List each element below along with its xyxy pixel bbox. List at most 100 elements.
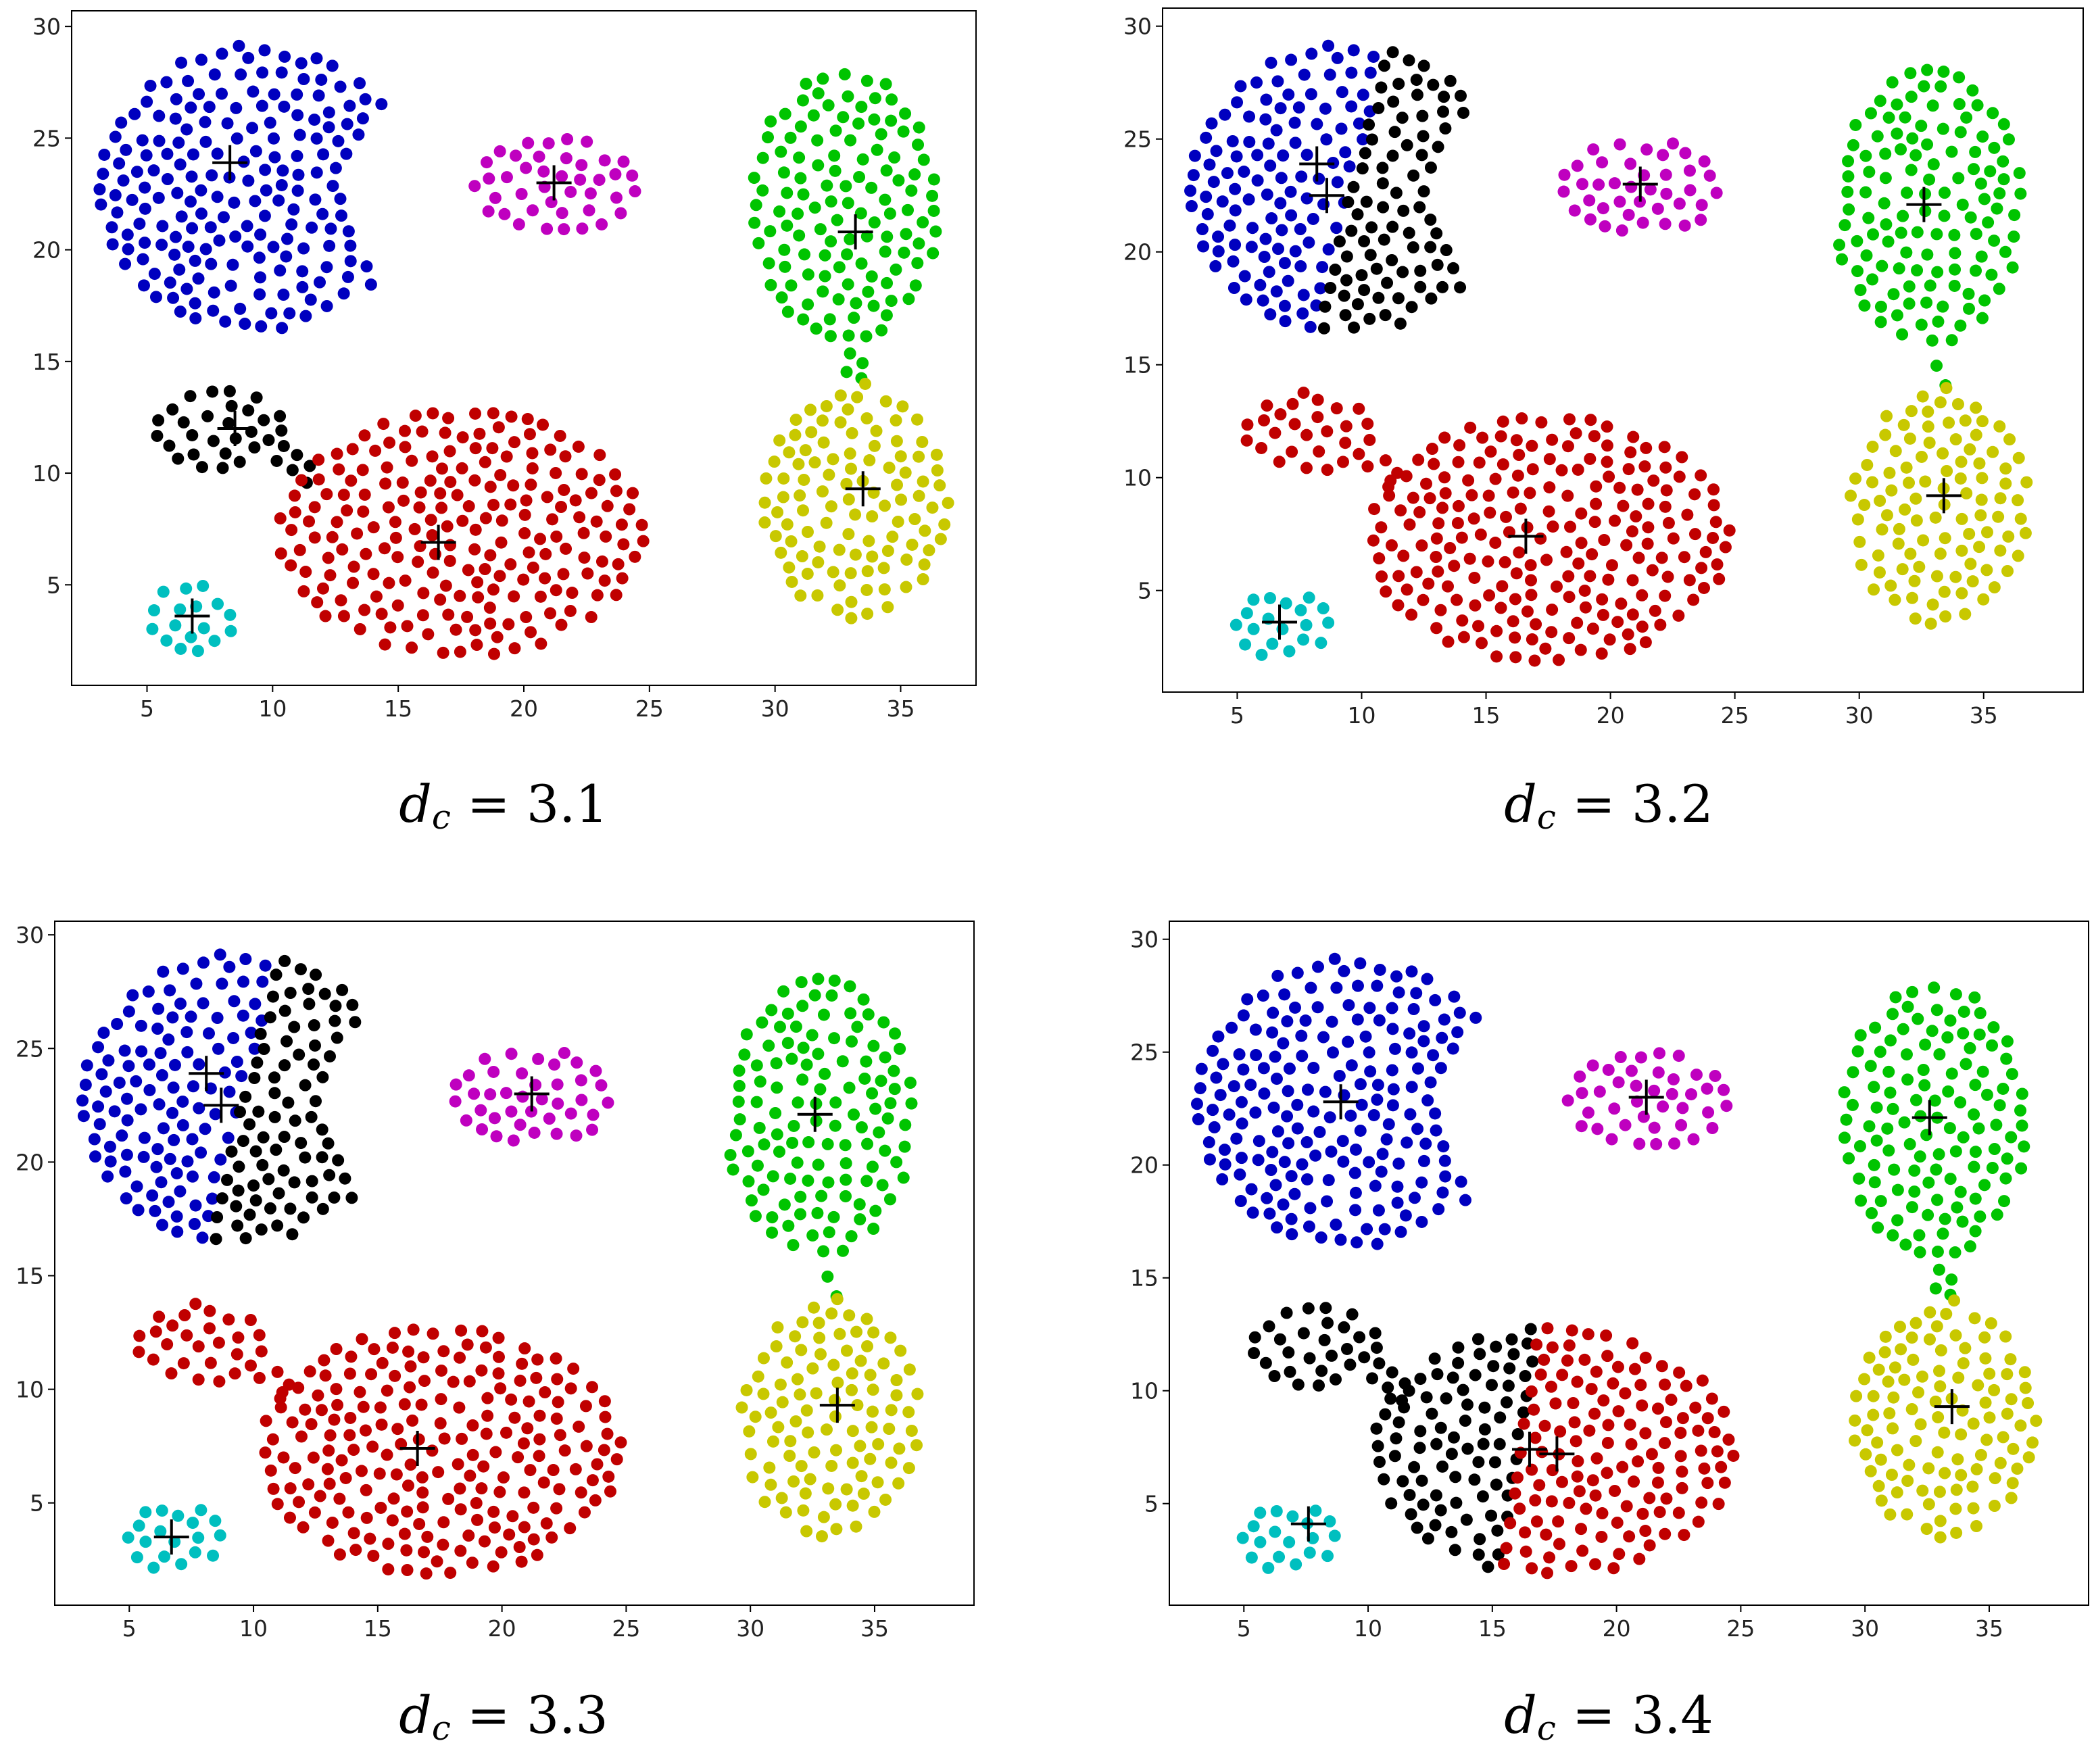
data-point: [468, 474, 481, 487]
data-point: [189, 1298, 202, 1310]
data-point: [234, 302, 247, 315]
data-point: [1504, 1517, 1517, 1529]
data-point: [868, 1505, 881, 1518]
data-point: [116, 1129, 128, 1142]
data-point: [724, 1148, 737, 1161]
data-point: [1507, 615, 1519, 628]
data-point: [1561, 1094, 1574, 1107]
data-point: [1954, 1185, 1967, 1198]
data-point: [345, 1350, 358, 1363]
data-point: [573, 1420, 585, 1433]
data-point: [942, 497, 954, 510]
data-point: [1340, 1342, 1353, 1355]
data-point: [766, 1435, 779, 1448]
data-point: [1659, 461, 1672, 474]
data-point: [1953, 71, 1966, 84]
data-point: [820, 1423, 833, 1436]
data-point: [589, 1064, 602, 1077]
data-point: [493, 145, 506, 157]
data-point: [1949, 570, 1962, 583]
data-point: [1601, 456, 1613, 468]
data-point: [926, 501, 939, 514]
data-point: [174, 158, 187, 171]
data-point: [187, 1080, 199, 1093]
data-point: [276, 1386, 289, 1399]
data-point: [864, 1452, 877, 1465]
data-point: [156, 1219, 169, 1231]
data-point: [217, 211, 230, 224]
data-point: [494, 468, 507, 481]
data-point: [1338, 289, 1350, 302]
data-point: [1446, 1371, 1459, 1384]
data-point: [875, 324, 888, 337]
data-point: [1963, 527, 1976, 540]
data-point: [1413, 201, 1426, 214]
data-point: [1417, 593, 1430, 606]
data-point: [283, 307, 296, 320]
data-point: [316, 1151, 328, 1164]
data-point: [1307, 1105, 1320, 1118]
data-point: [1346, 1308, 1359, 1321]
data-point: [1959, 608, 1972, 620]
data-point: [1382, 1381, 1394, 1394]
data-point: [1513, 546, 1526, 559]
data-point: [293, 1048, 306, 1061]
data-point: [1626, 1337, 1639, 1350]
data-point: [806, 1029, 819, 1042]
data-point: [1949, 433, 1962, 446]
data-point: [866, 1405, 879, 1418]
data-point: [208, 1171, 220, 1183]
data-point: [401, 620, 414, 633]
data-point: [1624, 446, 1637, 459]
data-point: [1405, 1508, 1417, 1521]
data-point: [89, 1150, 101, 1163]
data-point: [1519, 1545, 1532, 1558]
data-point: [1521, 1337, 1534, 1350]
data-point: [1452, 499, 1465, 512]
data-point: [1611, 616, 1624, 629]
data-point: [808, 201, 821, 214]
data-point: [308, 1019, 320, 1031]
data-point: [443, 554, 456, 567]
data-point: [466, 1448, 479, 1461]
data-point: [1408, 1461, 1421, 1473]
data-point: [1425, 292, 1438, 305]
data-point: [1392, 986, 1405, 999]
data-point: [589, 1494, 602, 1506]
data-point: [192, 1340, 205, 1353]
data-point: [389, 1369, 401, 1382]
data-point: [232, 1331, 245, 1344]
data-point: [1909, 1094, 1922, 1106]
data-point: [1642, 521, 1655, 534]
data-point: [120, 1148, 133, 1161]
data-point: [154, 1047, 167, 1060]
data-point: [831, 604, 844, 616]
data-point: [1283, 645, 1296, 658]
data-point: [1457, 1383, 1469, 1396]
data-point: [564, 1107, 577, 1120]
y-tick-label: 30: [32, 14, 61, 40]
data-point: [230, 1056, 243, 1069]
data-point: [1933, 1365, 1946, 1377]
data-point: [1267, 1101, 1280, 1114]
data-point: [756, 1016, 769, 1029]
data-point: [1282, 1137, 1295, 1150]
data-point: [1305, 88, 1317, 101]
data-point: [470, 1496, 483, 1509]
data-point: [1282, 1346, 1295, 1359]
data-point: [1871, 130, 1884, 143]
data-point: [1526, 439, 1538, 452]
data-point: [1351, 979, 1364, 992]
data-point: [318, 987, 331, 1000]
data-point: [1924, 279, 1937, 292]
data-point: [1648, 1121, 1661, 1134]
x-tick-label: 10: [239, 1615, 268, 1642]
data-point: [1904, 67, 1917, 80]
data-point: [815, 1530, 828, 1543]
cluster-center-marker: [1906, 187, 1942, 222]
data-point: [274, 512, 287, 524]
data-point: [323, 1169, 336, 1181]
data-point: [912, 450, 925, 463]
data-point: [508, 642, 521, 655]
data-point: [1405, 1046, 1418, 1059]
